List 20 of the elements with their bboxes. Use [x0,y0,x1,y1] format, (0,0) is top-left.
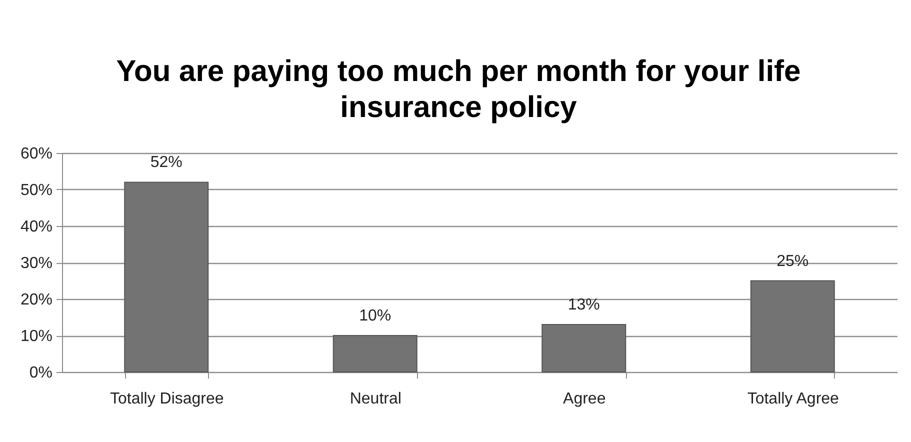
x-tick-label: Agree [563,390,606,408]
y-tick-label: 20% [20,292,52,308]
chart-title: You are paying too much per month for your life insurance policy [116,55,801,124]
y-tick-label: 40% [20,218,52,236]
data-label: 13% [568,296,600,314]
y-tick-label: 10% [20,328,52,345]
y-tick-label: 60% [20,146,52,162]
y-tick-label: 0% [29,364,52,382]
bar [332,335,418,372]
data-label: 25% [776,252,809,270]
bar [124,182,209,372]
bar [542,324,626,372]
x-tick-label: Totally Agree [747,390,840,408]
data-label: 52% [150,154,182,172]
bar [750,280,835,372]
x-tick-label: Totally Disagree [110,390,224,408]
x-tick-label: Neutral [350,390,402,408]
y-tick-label: 50% [20,182,52,199]
data-label: 10% [359,308,392,324]
y-tick-label: 30% [20,255,52,272]
